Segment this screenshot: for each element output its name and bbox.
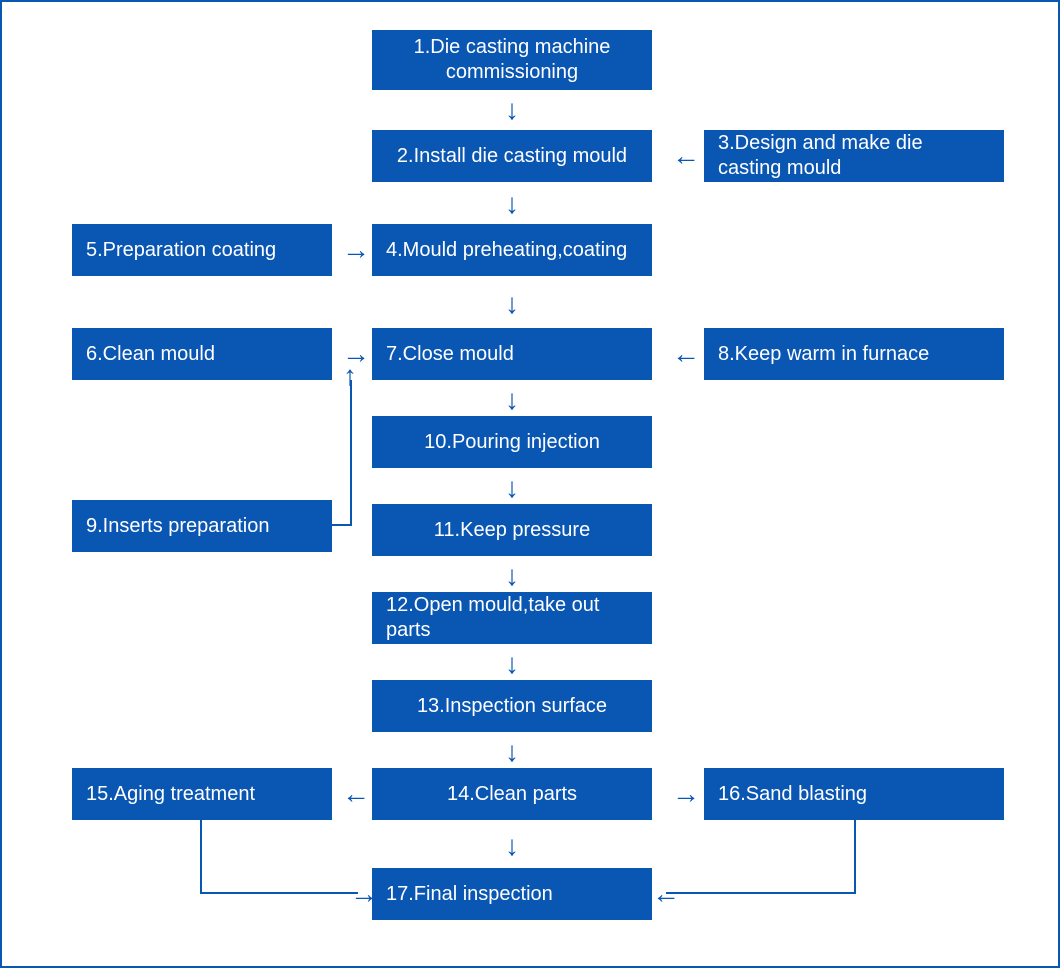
flow-node-n14: 14.Clean parts (372, 768, 652, 820)
flow-node-n1: 1.Die casting machine commissioning (372, 30, 652, 90)
flow-node-label: 16.Sand blasting (718, 782, 867, 807)
loop-vline (350, 380, 352, 526)
merge_right-arrow-icon: ← (652, 880, 680, 908)
right-arrow-1-icon: → (342, 236, 370, 264)
left-arrow-3-icon: ← (672, 340, 700, 368)
merge_right-hline (666, 892, 856, 894)
left-arrow-0-icon: ← (672, 142, 700, 170)
down-arrow-7-icon: ↓ (505, 738, 519, 766)
down-arrow-2-icon: ↓ (505, 290, 519, 318)
merge_left-hline (200, 892, 358, 894)
merge_left-vline (200, 820, 202, 894)
flow-node-n13: 13.Inspection surface (372, 680, 652, 732)
flow-node-n12: 12.Open mould,take out parts (372, 592, 652, 644)
merge_right-vline (854, 820, 856, 894)
flow-node-n7: 7.Close mould (372, 328, 652, 380)
merge_left-arrow-icon: → (350, 880, 378, 908)
right-arrow-5-icon: → (672, 780, 700, 808)
down-arrow-0-icon: ↓ (505, 96, 519, 124)
down-arrow-1-icon: ↓ (505, 190, 519, 218)
down-arrow-3-icon: ↓ (505, 386, 519, 414)
flow-node-n5: 5.Preparation coating (72, 224, 332, 276)
down-arrow-8-icon: ↓ (505, 832, 519, 860)
flow-node-n10: 10.Pouring injection (372, 416, 652, 468)
flow-node-label: 5.Preparation coating (86, 238, 276, 263)
down-arrow-5-icon: ↓ (505, 562, 519, 590)
flow-node-n2: 2.Install die casting mould (372, 130, 652, 182)
flowchart-stage: 1.Die casting machine commissioning 2.Ins… (2, 2, 1058, 966)
down-arrow-4-icon: ↓ (505, 474, 519, 502)
flow-node-label: 8.Keep warm in furnace (718, 342, 929, 367)
flowchart-frame: 1.Die casting machine commissioning 2.Ins… (0, 0, 1060, 968)
flow-node-label: 17.Final inspection (386, 882, 553, 907)
flow-node-n3: 3.Design and make die casting mould (704, 130, 1004, 182)
flow-node-n16: 16.Sand blasting (704, 768, 1004, 820)
flow-node-label: 15.Aging treatment (86, 782, 255, 807)
flow-node-n6: 6.Clean mould (72, 328, 332, 380)
flow-node-n8: 8.Keep warm in furnace (704, 328, 1004, 380)
flow-node-label: 2.Install die casting mould (397, 144, 627, 169)
left-arrow-4-icon: ← (342, 780, 370, 808)
flow-node-label: 3.Design and make die casting mould (718, 131, 990, 181)
flow-node-label: 1.Die casting machine commissioning (386, 35, 638, 85)
flow-node-n4: 4.Mould preheating,coating (372, 224, 652, 276)
flow-node-label: 7.Close mould (386, 342, 514, 367)
flow-node-label: 6.Clean mould (86, 342, 215, 367)
flow-node-n15: 15.Aging treatment (72, 768, 332, 820)
flow-node-label: 13.Inspection surface (417, 694, 607, 719)
flow-node-n11: 11.Keep pressure (372, 504, 652, 556)
flow-node-n17: 17.Final inspection (372, 868, 652, 920)
flow-node-label: 10.Pouring injection (424, 430, 600, 455)
flow-node-label: 9.Inserts preparation (86, 514, 269, 539)
down-arrow-6-icon: ↓ (505, 650, 519, 678)
flow-node-label: 11.Keep pressure (434, 518, 590, 543)
flow-node-n9: 9.Inserts preparation (72, 500, 332, 552)
loop-hline (332, 524, 352, 526)
flow-node-label: 4.Mould preheating,coating (386, 238, 627, 263)
flow-node-label: 14.Clean parts (447, 782, 577, 807)
flow-node-label: 12.Open mould,take out parts (386, 593, 638, 643)
loop-up-arrow-icon: ↑ (343, 362, 357, 390)
